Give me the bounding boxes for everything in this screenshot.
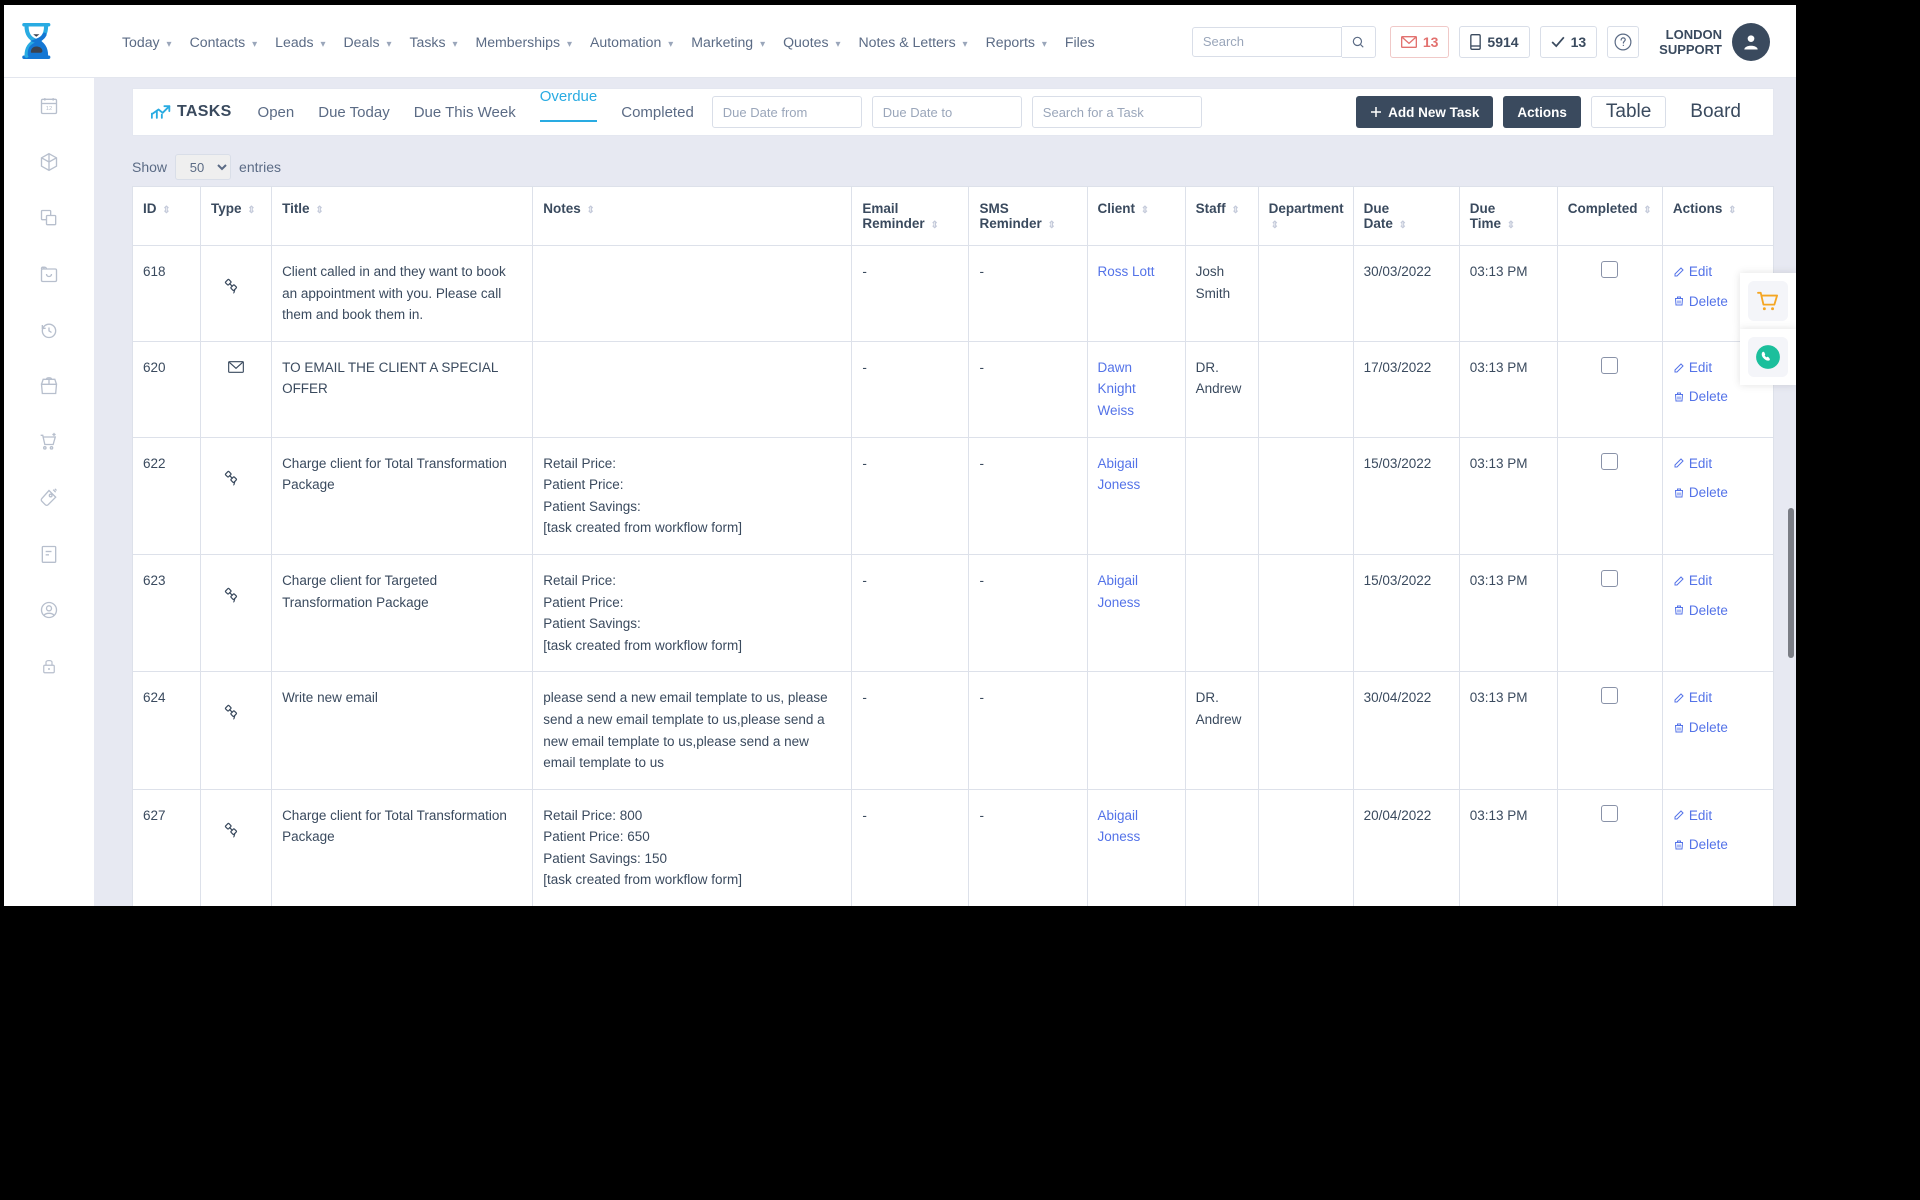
svg-text:12: 12 [46, 106, 52, 112]
